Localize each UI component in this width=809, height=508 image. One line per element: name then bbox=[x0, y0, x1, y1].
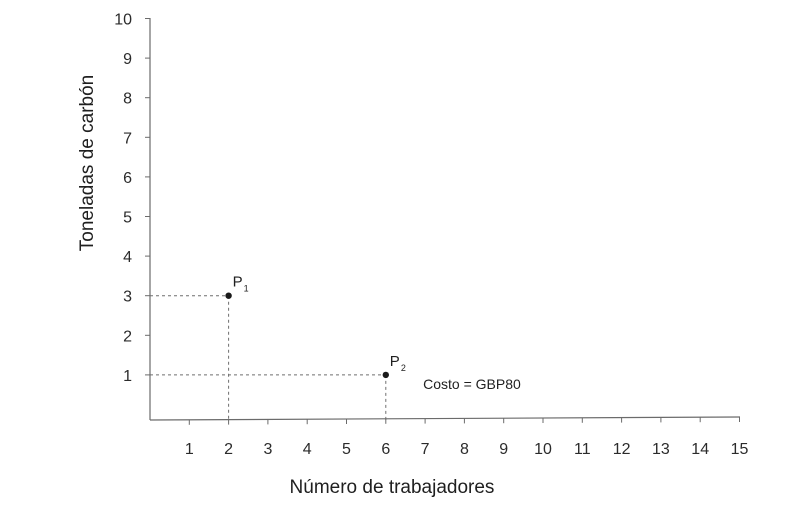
y-axis-title: Toneladas de carbón bbox=[77, 75, 98, 251]
x-ticks: 1 2 3 4 5 6 7 8 9 10 11 12 13 14 15 bbox=[185, 417, 749, 458]
x-tick-label: 9 bbox=[499, 441, 508, 458]
x-tick-label: 1 bbox=[185, 441, 194, 458]
y-tick-label: 2 bbox=[123, 328, 132, 345]
x-axis-line bbox=[149, 416, 741, 421]
guide-lines bbox=[150, 295, 387, 420]
y-tick-label: 1 bbox=[123, 368, 132, 385]
y-tick-label: 6 bbox=[123, 170, 132, 187]
y-tick-label: 10 bbox=[114, 12, 132, 29]
x-tick-label: 8 bbox=[460, 441, 469, 458]
x-tick-label: 2 bbox=[224, 441, 233, 458]
x-tick-label: 14 bbox=[691, 441, 709, 458]
data-point bbox=[225, 292, 232, 299]
x-tick-label: 3 bbox=[263, 441, 272, 458]
x-tick-label: 6 bbox=[381, 441, 390, 458]
y-tick-label: 8 bbox=[123, 91, 132, 108]
x-tick-label: 15 bbox=[731, 441, 749, 458]
data-points: P1 P2 bbox=[225, 274, 406, 379]
point-label: P1 bbox=[233, 274, 249, 294]
x-tick-label: 7 bbox=[421, 441, 430, 458]
data-point bbox=[382, 371, 389, 379]
x-tick-label: 5 bbox=[342, 441, 351, 458]
annotations: Costo = GBP80 bbox=[423, 376, 521, 392]
x-tick-label: 12 bbox=[613, 441, 631, 458]
x-tick-label: 13 bbox=[652, 441, 670, 458]
y-tick-label: 7 bbox=[123, 130, 132, 147]
cost-annotation: Costo = GBP80 bbox=[423, 376, 521, 392]
y-tick-label: 5 bbox=[123, 210, 132, 227]
x-tick-label: 10 bbox=[534, 441, 552, 458]
y-tick-label: 4 bbox=[123, 249, 132, 266]
x-tick-label: 11 bbox=[574, 441, 591, 458]
x-tick-label: 4 bbox=[303, 441, 312, 458]
point-label: P2 bbox=[390, 353, 406, 373]
axes bbox=[149, 18, 741, 421]
x-axis-title: Número de trabajadores bbox=[290, 477, 495, 498]
y-ticks: 1 2 3 4 5 6 7 8 9 10 bbox=[114, 12, 150, 385]
y-tick-label: 3 bbox=[123, 289, 132, 306]
y-tick-label: 9 bbox=[123, 51, 132, 68]
